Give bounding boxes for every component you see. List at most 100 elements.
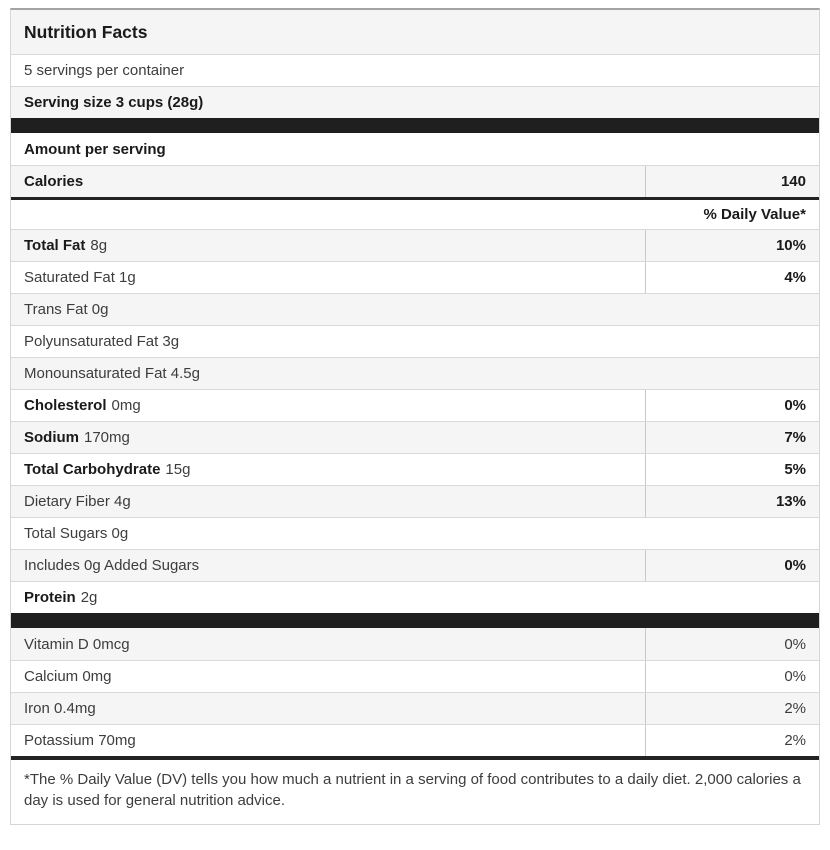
nutrient-name-bold: Cholesterol [24, 397, 107, 414]
nutrient-text: 170mg [84, 429, 130, 446]
nutrient-text: Polyunsaturated Fat 3g [24, 333, 180, 350]
nutrient-value-cell: 0% [646, 390, 819, 421]
nutrient-row-total-carbohydrate: Total Carbohydrate 15g 5% [11, 453, 819, 485]
footnote-text: *The % Daily Value (DV) tells you how mu… [24, 771, 801, 810]
title-row: Nutrition Facts [11, 10, 819, 54]
nutrient-text: Dietary Fiber 4g [24, 493, 131, 510]
calories-row: Calories 140 [11, 165, 819, 197]
nutrient-label-cell: Saturated Fat 1g [11, 262, 646, 293]
nutrient-label-cell: Polyunsaturated Fat 3g [11, 326, 819, 357]
nutrient-name-bold: Total Fat [24, 237, 86, 254]
daily-value-header-row: % Daily Value* [11, 197, 819, 229]
nutrient-daily-value: 13% [775, 493, 806, 510]
amount-per-serving-text: Amount per serving [24, 140, 166, 158]
calories-value: 140 [780, 173, 806, 190]
section-divider-bar [11, 118, 819, 133]
nutrient-text: 8g [90, 237, 108, 254]
nutrient-text: 0mg [111, 397, 141, 414]
nutrient-value-cell: 7% [646, 422, 819, 453]
amount-per-serving-row: Amount per serving [11, 133, 819, 165]
nutrient-name-bold: Total Carbohydrate [24, 461, 161, 478]
nutrient-row-saturated-fat: Saturated Fat 1g 4% [11, 261, 819, 293]
nutrient-label-cell: Trans Fat 0g [11, 294, 819, 325]
page-title: Nutrition Facts [24, 21, 148, 42]
nutrient-value-cell: 2% [646, 693, 819, 724]
nutrient-value-cell: 5% [646, 454, 819, 485]
title-cell: Nutrition Facts [11, 10, 819, 54]
nutrient-daily-value: 2% [784, 700, 806, 717]
vitamin-row-potassium: Potassium 70mg 2% [11, 724, 819, 756]
servings-per-container-text: 5 servings per container [24, 62, 185, 79]
nutrient-value-cell: 10% [646, 230, 819, 261]
daily-value-header-cell: % Daily Value* [11, 200, 819, 229]
vitamin-rows-section: Vitamin D 0mcg 0% Calcium 0mg 0% Iron 0.… [11, 628, 819, 756]
serving-size-text: Serving size 3 cups (28g) [24, 94, 204, 111]
nutrient-text: 2g [80, 589, 98, 606]
servings-per-container-cell: 5 servings per container [11, 55, 819, 86]
nutrient-text: Vitamin D 0mcg [24, 635, 130, 653]
nutrient-label-cell: Includes 0g Added Sugars [11, 550, 646, 581]
nutrient-value-cell: 13% [646, 486, 819, 517]
nutrient-label-cell: Monounsaturated Fat 4.5g [11, 358, 819, 389]
footnote-row: *The % Daily Value (DV) tells you how mu… [11, 756, 819, 824]
nutrient-daily-value: 0% [784, 635, 806, 653]
vitamin-row-calcium: Calcium 0mg 0% [11, 660, 819, 692]
nutrient-name-bold: Protein [24, 589, 76, 606]
nutrient-row-dietary-fiber: Dietary Fiber 4g 13% [11, 485, 819, 517]
nutrient-text: Potassium 70mg [24, 732, 136, 749]
nutrient-label-cell: Total Carbohydrate 15g [11, 454, 646, 485]
amount-per-serving-cell: Amount per serving [11, 133, 819, 165]
section-divider-bar [11, 613, 819, 628]
nutrient-label-cell: Total Sugars 0g [11, 518, 819, 549]
nutrient-row-polyunsaturated-fat: Polyunsaturated Fat 3g [11, 325, 819, 357]
nutrient-daily-value: 4% [784, 269, 806, 286]
serving-size-cell: Serving size 3 cups (28g) [11, 87, 819, 118]
nutrient-row-cholesterol: Cholesterol 0mg 0% [11, 389, 819, 421]
vitamin-row-iron: Iron 0.4mg 2% [11, 692, 819, 724]
nutrient-daily-value: 2% [784, 732, 806, 749]
nutrient-row-total-sugars: Total Sugars 0g [11, 517, 819, 549]
nutrition-facts-label: Nutrition Facts 5 servings per container… [10, 8, 820, 825]
nutrient-row-total-fat: Total Fat 8g 10% [11, 229, 819, 261]
nutrient-label-cell: Potassium 70mg [11, 725, 646, 756]
calories-label: Calories [24, 173, 84, 190]
nutrient-text: Trans Fat 0g [24, 301, 109, 318]
nutrient-label-cell: Calcium 0mg [11, 661, 646, 692]
nutrient-value-cell: 2% [646, 725, 819, 756]
nutrient-label-cell: Dietary Fiber 4g [11, 486, 646, 517]
nutrient-label-cell: Cholesterol 0mg [11, 390, 646, 421]
nutrient-daily-value: 10% [775, 237, 806, 254]
nutrient-row-monounsaturated-fat: Monounsaturated Fat 4.5g [11, 357, 819, 389]
nutrient-text: Includes 0g Added Sugars [24, 557, 200, 574]
nutrient-value-cell: 0% [646, 550, 819, 581]
calories-value-cell: 140 [646, 166, 819, 197]
nutrient-text: Monounsaturated Fat 4.5g [24, 365, 200, 382]
nutrient-text: Saturated Fat 1g [24, 269, 136, 286]
serving-size-row: Serving size 3 cups (28g) [11, 86, 819, 118]
nutrient-label-cell: Protein 2g [11, 582, 819, 613]
nutrient-row-added-sugars: Includes 0g Added Sugars 0% [11, 549, 819, 581]
servings-per-container-row: 5 servings per container [11, 54, 819, 86]
nutrient-daily-value: 5% [784, 461, 806, 478]
nutrient-label-cell: Total Fat 8g [11, 230, 646, 261]
nutrient-text: 15g [165, 461, 191, 478]
nutrient-text: Calcium 0mg [24, 668, 112, 685]
nutrient-name-bold: Sodium [24, 429, 79, 446]
nutrient-row-trans-fat: Trans Fat 0g [11, 293, 819, 325]
nutrient-text: Total Sugars 0g [24, 525, 129, 542]
calories-label-cell: Calories [11, 166, 646, 197]
nutrient-value-cell: 0% [646, 628, 819, 660]
nutrient-daily-value: 0% [784, 668, 806, 685]
nutrient-value-cell: 0% [646, 661, 819, 692]
nutrient-daily-value: 0% [784, 557, 806, 574]
nutrient-label-cell: Vitamin D 0mcg [11, 628, 646, 660]
nutrient-daily-value: 0% [784, 397, 806, 414]
daily-value-header-text: % Daily Value* [703, 206, 806, 223]
nutrient-daily-value: 7% [784, 429, 806, 446]
vitamin-row-vitamin-d: Vitamin D 0mcg 0% [11, 628, 819, 660]
nutrient-text: Iron 0.4mg [24, 700, 96, 717]
nutrient-value-cell: 4% [646, 262, 819, 293]
nutrient-row-sodium: Sodium 170mg 7% [11, 421, 819, 453]
nutrient-row-protein: Protein 2g [11, 581, 819, 613]
nutrient-label-cell: Iron 0.4mg [11, 693, 646, 724]
